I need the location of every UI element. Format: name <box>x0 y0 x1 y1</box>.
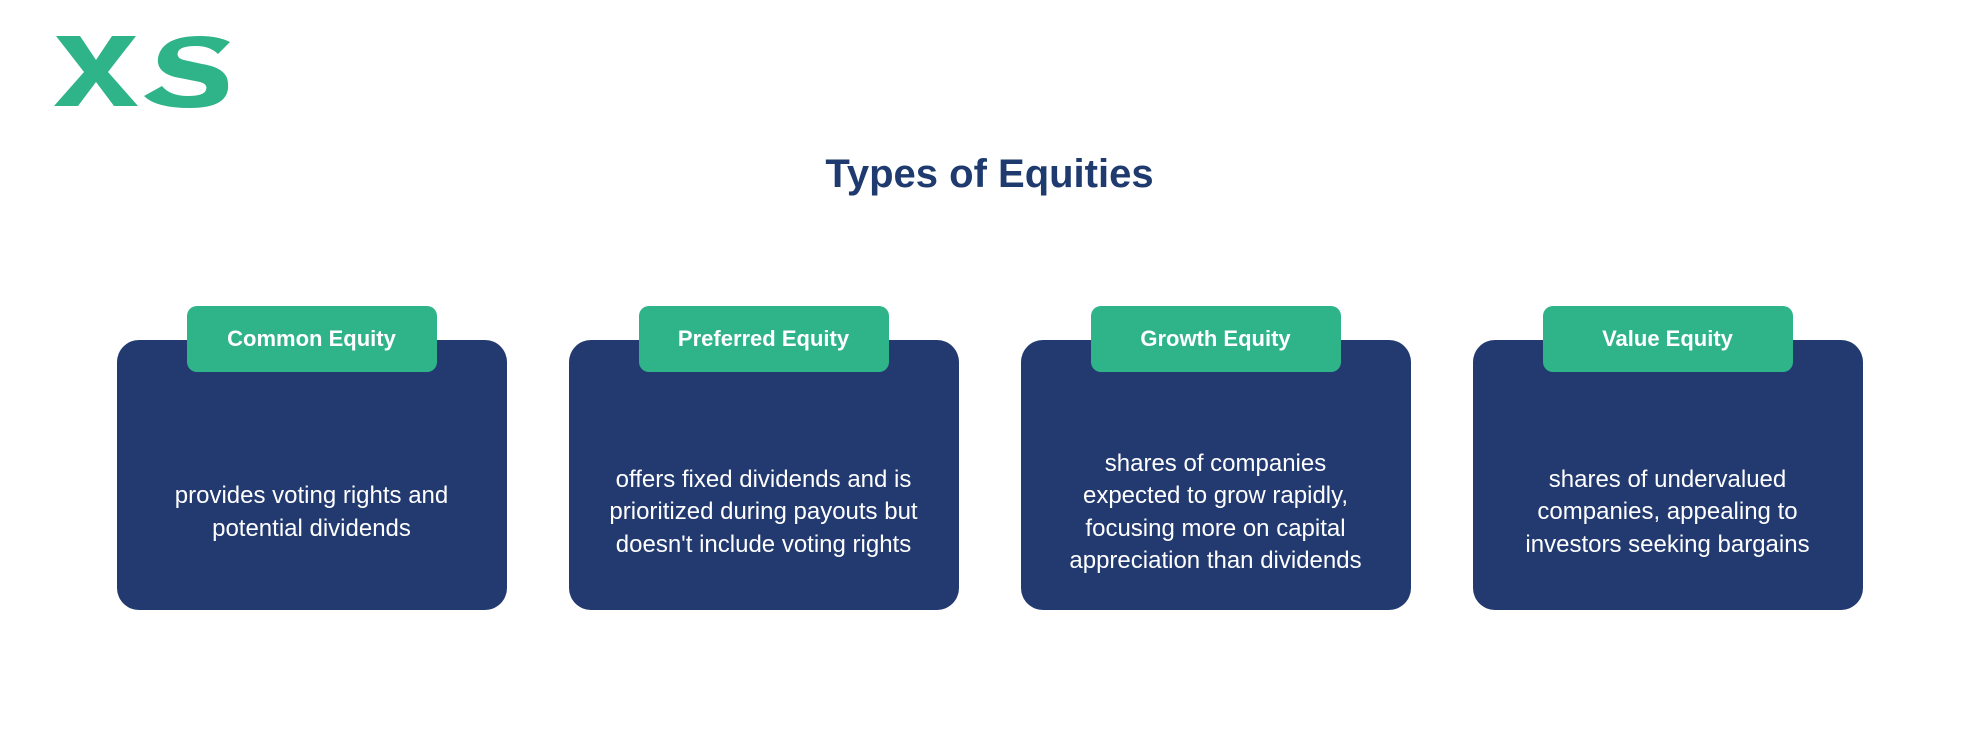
card-label: Growth Equity <box>1140 326 1290 352</box>
card-description: shares of undervalued companies, appeali… <box>1507 464 1829 561</box>
card-tab: Preferred Equity <box>639 306 889 372</box>
card-preferred-equity: Preferred Equity offers fixed dividends … <box>569 340 959 610</box>
card-description: shares of companies expected to grow rap… <box>1055 448 1377 578</box>
card-tab: Value Equity <box>1543 306 1793 372</box>
card-value-equity: Value Equity shares of undervalued compa… <box>1473 340 1863 610</box>
card-common-equity: Common Equity provides voting rights and… <box>117 340 507 610</box>
card-description: provides voting rights and potential div… <box>151 480 473 545</box>
card-tab: Growth Equity <box>1091 306 1341 372</box>
logo <box>50 28 230 113</box>
card-growth-equity: Growth Equity shares of companies expect… <box>1021 340 1411 610</box>
cards-row: Common Equity provides voting rights and… <box>0 340 1979 610</box>
card-label: Common Equity <box>227 326 396 352</box>
page-title: Types of Equities <box>0 152 1979 197</box>
card-label: Value Equity <box>1602 326 1733 352</box>
card-description: offers fixed dividends and is prioritize… <box>603 464 925 561</box>
card-label: Preferred Equity <box>678 326 849 352</box>
card-tab: Common Equity <box>187 306 437 372</box>
